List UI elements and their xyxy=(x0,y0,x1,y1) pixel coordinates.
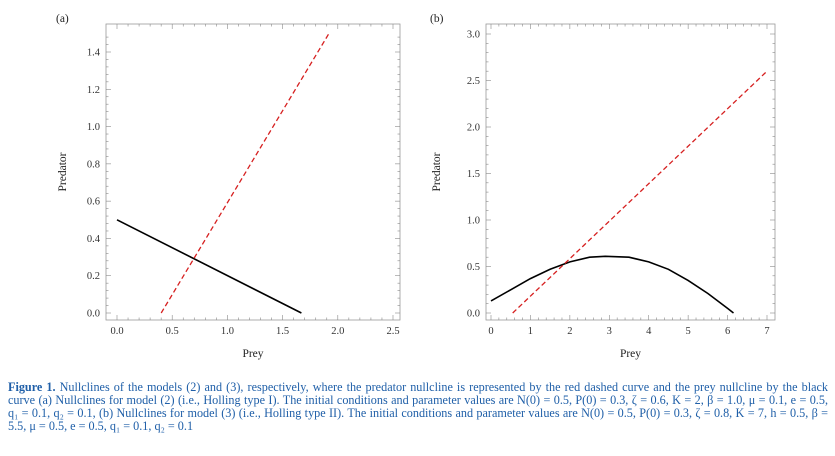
panel-b-x-tick-label: 7 xyxy=(764,326,769,337)
panel-b-predator-nullcline xyxy=(512,70,768,314)
panel-a-y-tick-label: 0.2 xyxy=(87,271,100,282)
panel-a-y-tick-label: 1.2 xyxy=(87,85,100,96)
panel-b-y-tick-label: 2.5 xyxy=(467,76,480,87)
panel-b-y-axis-label: Predator xyxy=(431,152,443,191)
panel-a-label: (a) xyxy=(56,13,69,25)
panel-b-x-tick-label: 2 xyxy=(567,326,572,337)
panel-b-prey-nullcline xyxy=(490,255,734,314)
panel-a-y-axis-label: Predator xyxy=(57,152,69,191)
panel-b-y-tick-label: 0.5 xyxy=(467,262,480,273)
panel-b-frame xyxy=(485,23,776,321)
panel-b-y-tick-label: 3.0 xyxy=(467,30,480,41)
panel-a-x-tick-label: 1.5 xyxy=(276,326,289,337)
caption-label: Figure 1. xyxy=(8,380,56,394)
panel-b-x-tick-label: 0 xyxy=(488,326,493,337)
panel-a-x-tick-label: 1.0 xyxy=(221,326,234,337)
caption-text: Nullclines of the models (2) and (3), re… xyxy=(8,380,828,433)
panel-a-x-axis-label: Prey xyxy=(242,348,263,360)
panel-a-x-tick-label: 0.5 xyxy=(166,326,179,337)
panel-b-x-tick-label: 1 xyxy=(528,326,533,337)
panel-a-prey-nullcline xyxy=(116,219,302,314)
panel-a-y-tick-label: 1.4 xyxy=(87,48,101,59)
panel-b-x-tick-label: 3 xyxy=(607,326,612,337)
panel-a-x-tick-label: 2.0 xyxy=(331,326,344,337)
panel-a-predator-nullcline xyxy=(160,33,330,314)
panel-a-y-tick-label: 0.0 xyxy=(87,309,100,320)
panel-a-y-tick-label: 1.0 xyxy=(87,122,100,133)
panel-b-y-tick-label: 0.0 xyxy=(467,309,480,320)
panel-a-x-tick-label: 2.5 xyxy=(386,326,399,337)
panel-b-y-tick-label: 1.5 xyxy=(467,169,480,180)
panel-a-y-tick-label: 0.8 xyxy=(87,159,100,170)
panel-b-label: (b) xyxy=(430,13,444,25)
panel-a-y-tick-label: 0.6 xyxy=(87,197,100,208)
panel-b-y-tick-label: 1.0 xyxy=(467,216,480,227)
panel-a-frame xyxy=(105,23,401,321)
panel-b-x-tick-label: 6 xyxy=(725,326,730,337)
figure-caption: Figure 1. Nullclines of the models (2) a… xyxy=(8,381,828,433)
panel-b-y-tick-label: 2.0 xyxy=(467,123,480,134)
panel-b-x-tick-label: 4 xyxy=(646,326,652,337)
panel-b-x-axis-label: Prey xyxy=(620,348,641,360)
panel-a-x-tick-label: 0.0 xyxy=(110,326,123,337)
panel-b-x-tick-label: 5 xyxy=(686,326,691,337)
panel-a-y-tick-label: 0.4 xyxy=(87,234,101,245)
